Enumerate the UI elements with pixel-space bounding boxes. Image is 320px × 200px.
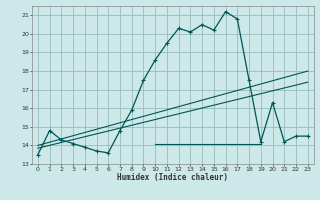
X-axis label: Humidex (Indice chaleur): Humidex (Indice chaleur) bbox=[117, 173, 228, 182]
